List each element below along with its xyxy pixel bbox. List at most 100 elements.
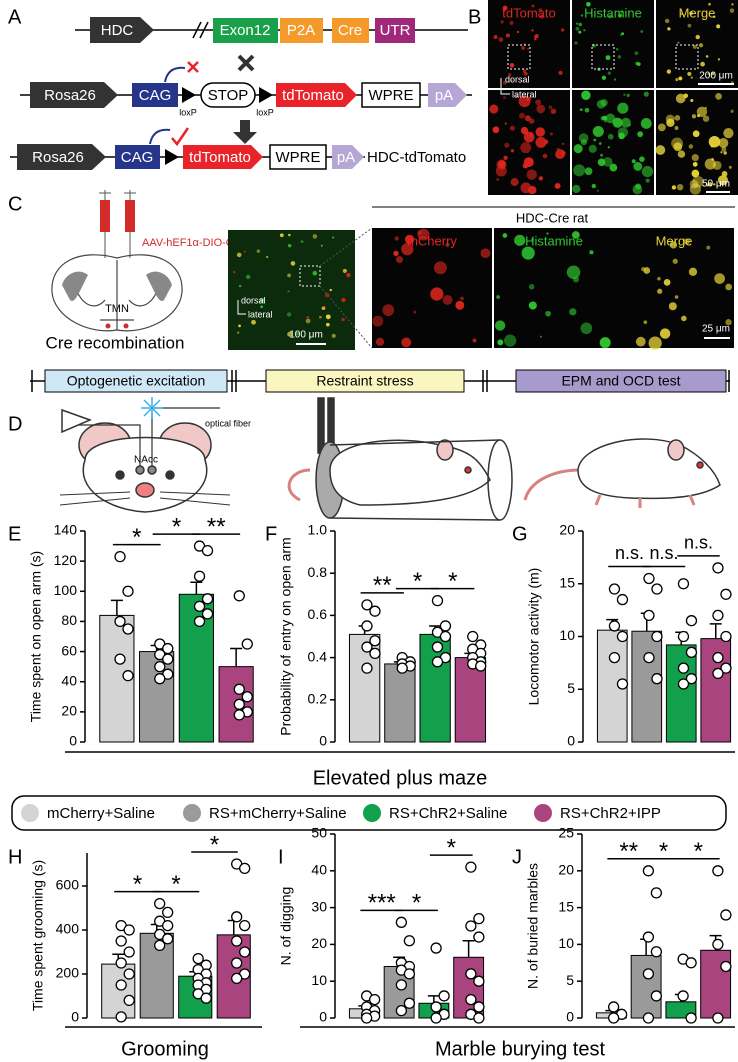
brain-outline bbox=[51, 254, 183, 332]
cell bbox=[571, 231, 580, 239]
cell bbox=[514, 234, 526, 246]
data-point bbox=[467, 630, 479, 643]
loxp bbox=[259, 87, 273, 103]
cell bbox=[728, 165, 732, 169]
cell bbox=[617, 127, 629, 138]
cell bbox=[677, 41, 680, 44]
gene-label: UTR bbox=[380, 22, 411, 39]
significance-label: * bbox=[172, 513, 181, 540]
construct-name: HDC-tdTomato bbox=[367, 149, 466, 166]
fiber-label: optical fiber bbox=[205, 418, 251, 428]
data-point bbox=[154, 660, 166, 673]
check-mark bbox=[171, 127, 190, 147]
cell bbox=[659, 328, 671, 339]
cell bbox=[233, 270, 236, 274]
error-bar bbox=[462, 939, 475, 958]
gene-label: STOP bbox=[208, 87, 249, 104]
data-point bbox=[369, 635, 381, 647]
cell bbox=[516, 30, 520, 34]
y-tick-label: 0 bbox=[319, 1009, 327, 1025]
cell bbox=[674, 295, 679, 299]
cell bbox=[657, 288, 663, 294]
gene-block bbox=[90, 17, 154, 43]
y-tick-label: 20 bbox=[61, 703, 77, 719]
cell bbox=[325, 322, 330, 327]
group-label: Elevated plus maze bbox=[313, 767, 488, 789]
data-point bbox=[431, 656, 444, 668]
cell bbox=[497, 160, 506, 169]
data-point bbox=[473, 931, 485, 943]
data-point bbox=[193, 615, 206, 628]
bar bbox=[630, 954, 662, 1019]
data-point bbox=[241, 691, 253, 703]
cell bbox=[417, 230, 422, 235]
data-point bbox=[465, 861, 477, 873]
panel-label: C bbox=[8, 193, 22, 215]
cell bbox=[502, 233, 508, 238]
legend-label: RS+ChR2+Saline bbox=[389, 805, 507, 822]
zoom-box bbox=[591, 44, 615, 70]
cell bbox=[623, 93, 626, 96]
data-point bbox=[193, 570, 206, 582]
cell bbox=[493, 34, 498, 40]
cell bbox=[497, 339, 504, 346]
cell bbox=[575, 22, 579, 25]
cell bbox=[259, 297, 265, 303]
cell bbox=[675, 93, 686, 104]
zoom-lines bbox=[319, 227, 373, 349]
cell bbox=[664, 18, 670, 24]
data-point bbox=[685, 673, 698, 685]
cell bbox=[500, 20, 504, 24]
data-point bbox=[154, 673, 166, 685]
cell bbox=[633, 162, 643, 171]
panel-label: G bbox=[512, 523, 528, 545]
y-tick-label: 1.0 bbox=[308, 522, 328, 538]
cell bbox=[560, 150, 566, 156]
cell bbox=[375, 337, 385, 346]
cell bbox=[708, 135, 721, 148]
cell bbox=[663, 278, 671, 286]
data-point bbox=[608, 583, 621, 595]
y-tick-label: 0 bbox=[71, 1009, 79, 1025]
data-point bbox=[115, 935, 127, 947]
cell bbox=[583, 29, 586, 32]
data-point bbox=[643, 651, 655, 664]
data-point bbox=[712, 562, 724, 574]
data-point bbox=[685, 646, 698, 658]
cell bbox=[531, 4, 535, 8]
cell bbox=[675, 78, 679, 82]
cell bbox=[657, 277, 661, 281]
cell bbox=[430, 287, 444, 301]
y-tick-label: 0.4 bbox=[308, 648, 328, 664]
cell bbox=[690, 99, 694, 103]
micrograph bbox=[572, 0, 654, 88]
data-point bbox=[642, 968, 655, 980]
data-point bbox=[114, 615, 126, 628]
data-point bbox=[465, 920, 477, 932]
cell bbox=[580, 14, 584, 17]
y-tick-label: 0 bbox=[566, 1009, 574, 1025]
image-label: dorsal bbox=[505, 74, 530, 84]
cell bbox=[496, 178, 500, 181]
cell bbox=[509, 125, 516, 131]
significance-label: * bbox=[447, 834, 456, 861]
y-tick-label: 50 bbox=[311, 825, 327, 841]
cell bbox=[681, 315, 687, 322]
cell bbox=[607, 71, 611, 75]
data-point bbox=[439, 630, 452, 643]
free-rat bbox=[523, 438, 721, 508]
cell bbox=[635, 336, 646, 347]
cell bbox=[528, 283, 535, 290]
data-point bbox=[231, 972, 243, 985]
data-point bbox=[608, 620, 621, 632]
data-point bbox=[369, 605, 381, 617]
cell bbox=[523, 131, 535, 143]
cell bbox=[531, 29, 534, 32]
panel-label: I bbox=[278, 846, 284, 868]
cell bbox=[558, 70, 563, 75]
panel-label: J bbox=[512, 846, 522, 868]
cell bbox=[689, 11, 693, 16]
data-point bbox=[115, 957, 127, 969]
data-point bbox=[201, 608, 214, 620]
cell bbox=[641, 165, 654, 178]
